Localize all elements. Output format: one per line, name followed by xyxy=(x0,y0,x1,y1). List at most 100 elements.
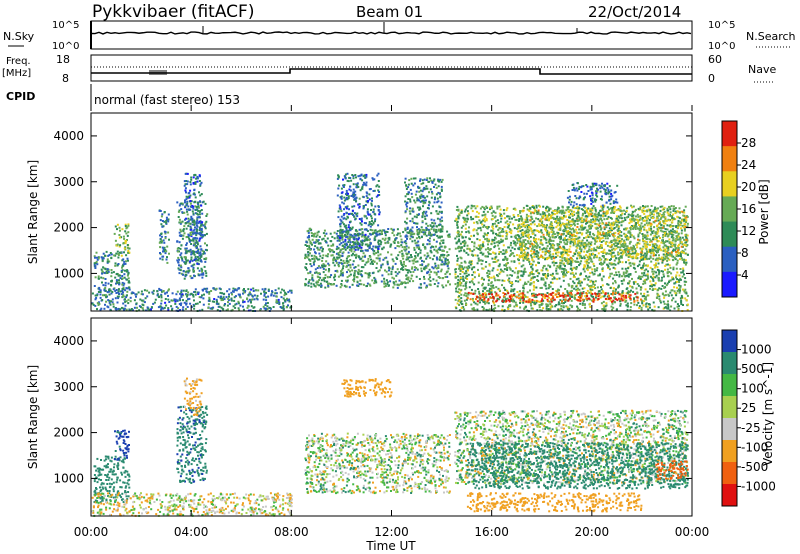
data-point xyxy=(417,244,420,247)
data-point xyxy=(398,279,401,282)
data-point xyxy=(308,238,311,241)
data-point xyxy=(354,190,357,193)
data-point xyxy=(311,257,314,260)
data-point xyxy=(487,240,490,243)
data-point xyxy=(436,249,438,252)
data-point xyxy=(120,290,122,293)
data-point xyxy=(551,281,554,284)
data-point xyxy=(471,281,474,284)
data-point xyxy=(606,244,609,247)
data-point xyxy=(666,282,669,285)
data-point xyxy=(433,201,436,204)
data-point xyxy=(347,192,349,195)
data-point xyxy=(467,269,469,272)
data-point xyxy=(431,221,434,224)
data-point xyxy=(405,188,408,190)
data-point xyxy=(190,293,193,295)
data-point xyxy=(586,289,589,292)
data-point xyxy=(179,222,182,225)
data-point xyxy=(127,302,130,305)
data-point xyxy=(643,226,646,229)
data-point xyxy=(108,293,111,296)
data-point xyxy=(641,302,644,305)
data-point xyxy=(185,273,187,276)
data-point xyxy=(660,287,663,290)
data-point xyxy=(142,304,145,307)
data-point xyxy=(422,196,425,199)
data-point xyxy=(352,236,355,239)
data-point xyxy=(456,226,459,229)
data-point xyxy=(482,282,484,285)
data-point xyxy=(537,218,540,221)
data-point xyxy=(339,254,342,257)
data-point xyxy=(425,257,428,260)
data-point xyxy=(468,281,471,284)
data-point xyxy=(594,296,597,299)
data-point xyxy=(425,210,428,213)
data-point xyxy=(609,207,612,210)
data-point xyxy=(639,247,642,250)
data-point xyxy=(189,194,192,197)
data-point xyxy=(465,270,468,273)
data-point xyxy=(601,255,604,258)
data-point xyxy=(549,303,552,306)
data-point xyxy=(406,281,409,284)
data-point xyxy=(620,280,623,282)
data-point xyxy=(636,304,638,307)
data-point xyxy=(514,295,517,298)
data-point xyxy=(310,265,313,268)
data-point xyxy=(390,227,393,230)
data-point xyxy=(417,253,420,256)
data-point xyxy=(652,288,655,291)
data-point xyxy=(504,255,507,258)
data-point xyxy=(419,207,422,210)
data-point xyxy=(187,217,190,220)
data-point xyxy=(433,238,435,241)
data-point xyxy=(651,232,654,235)
data-point xyxy=(455,307,458,310)
data-point xyxy=(531,221,534,224)
data-point xyxy=(272,294,275,297)
data-point xyxy=(311,274,314,277)
data-point xyxy=(588,233,591,236)
data-point xyxy=(407,276,410,279)
data-point xyxy=(159,238,162,241)
data-point xyxy=(607,265,610,268)
data-point xyxy=(379,239,382,242)
data-point xyxy=(422,260,425,263)
data-point xyxy=(465,266,468,269)
data-point xyxy=(345,227,348,230)
data-point xyxy=(389,280,392,283)
data-point xyxy=(640,309,643,311)
data-point xyxy=(563,267,566,270)
data-point xyxy=(314,251,316,254)
data-point xyxy=(522,239,525,242)
data-point xyxy=(339,208,342,211)
data-point xyxy=(466,275,469,277)
data-point xyxy=(566,290,569,292)
data-point xyxy=(126,294,128,297)
data-point xyxy=(368,223,371,226)
data-point xyxy=(614,267,617,270)
data-point xyxy=(188,250,191,253)
data-point xyxy=(613,207,616,210)
data-point xyxy=(396,283,399,286)
data-point xyxy=(381,247,384,250)
nsearch-label: N.Search xyxy=(746,30,796,43)
data-point xyxy=(361,244,364,246)
data-point xyxy=(536,213,539,215)
data-point xyxy=(197,213,200,216)
data-point xyxy=(664,306,667,309)
data-point xyxy=(124,230,127,233)
data-point xyxy=(188,237,191,240)
data-point xyxy=(483,278,485,281)
data-point xyxy=(531,301,533,304)
data-point xyxy=(181,211,184,214)
data-point xyxy=(167,220,170,223)
data-point xyxy=(346,280,349,283)
data-point xyxy=(348,213,350,216)
data-point xyxy=(423,186,426,189)
data-point xyxy=(440,210,443,213)
data-point xyxy=(193,219,196,222)
data-point xyxy=(671,299,673,302)
